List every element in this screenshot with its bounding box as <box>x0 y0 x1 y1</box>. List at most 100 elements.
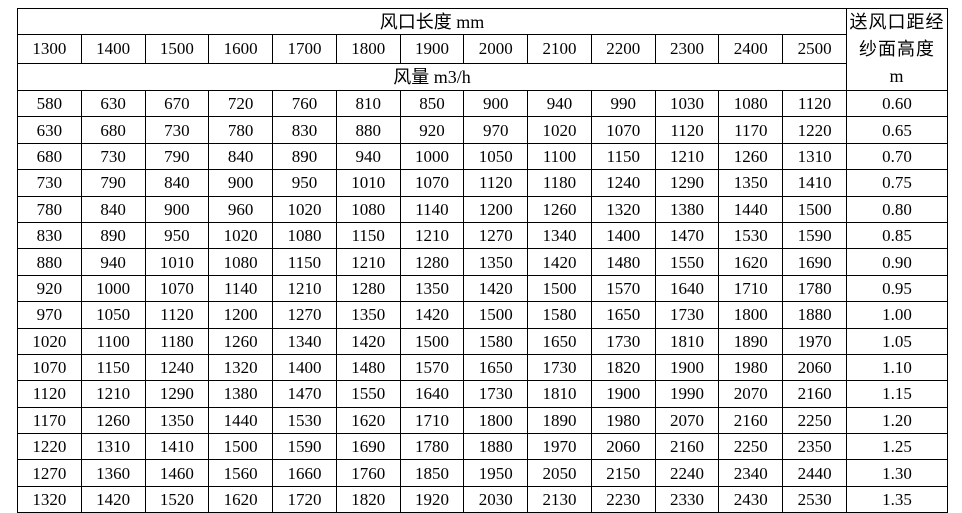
length-cell: 2500 <box>782 34 847 64</box>
volume-cell: 940 <box>527 89 592 118</box>
volume-cell: 1220 <box>17 433 82 461</box>
volume-cell: 1620 <box>718 248 784 276</box>
volume-cell: 960 <box>208 195 274 223</box>
height-cell: 0.80 <box>846 195 948 223</box>
volume-cell: 1500 <box>782 195 847 223</box>
volume-cell: 1730 <box>463 380 529 408</box>
volume-cell: 730 <box>144 116 210 144</box>
volume-cell: 1720 <box>272 485 337 513</box>
volume-cell: 1350 <box>718 169 784 197</box>
volume-cell: 1970 <box>527 433 592 461</box>
volume-cell: 1420 <box>463 274 529 303</box>
volume-cell: 1780 <box>399 433 465 461</box>
volume-cell: 1760 <box>335 459 401 487</box>
volume-cell: 1650 <box>463 353 529 382</box>
volume-cell: 1070 <box>590 116 656 144</box>
table-row: 970 1050 1120 1200 1270 1350 1420 1500 1580 1650 1… <box>17 301 948 329</box>
volume-cell: 680 <box>80 116 146 144</box>
table-row: 630 680 730 780 830 880 920 970 1020 1070 1120 1170… <box>17 116 948 144</box>
volume-cell: 1620 <box>335 406 401 435</box>
length-cell: 2400 <box>718 34 784 64</box>
table-row: 1120 1210 1290 1380 1470 1550 1640 1730 1810 1900… <box>17 380 948 408</box>
volume-cell: 1210 <box>335 248 401 276</box>
volume-cell: 900 <box>144 195 210 223</box>
volume-cell: 1420 <box>399 301 465 329</box>
volume-cell: 1900 <box>654 353 720 382</box>
volume-cell: 1210 <box>80 380 146 408</box>
volume-cell: 850 <box>399 89 465 118</box>
volume-cell: 830 <box>272 116 337 144</box>
volume-cell: 880 <box>335 116 401 144</box>
volume-cell: 1280 <box>335 274 401 303</box>
volume-cell: 1120 <box>144 301 210 329</box>
volume-cell: 1580 <box>527 301 592 329</box>
volume-cell: 1100 <box>527 142 592 171</box>
volume-cell: 1100 <box>80 327 146 355</box>
volume-cell: 1000 <box>399 142 465 171</box>
volume-cell: 720 <box>208 89 274 118</box>
volume-cell: 1020 <box>272 195 337 223</box>
height-cell: 1.05 <box>846 327 948 355</box>
volume-cell: 1550 <box>654 248 720 276</box>
volume-cell: 1920 <box>399 485 465 513</box>
volume-cell: 1730 <box>527 353 592 382</box>
length-cell: 2200 <box>590 34 656 64</box>
volume-cell: 1010 <box>144 248 210 276</box>
volume-cell: 1260 <box>208 327 274 355</box>
height-cell: 0.70 <box>846 142 948 171</box>
volume-cell: 1260 <box>527 195 592 223</box>
volume-cell: 1310 <box>782 142 847 171</box>
volume-cell: 1120 <box>782 89 847 118</box>
volume-cell: 1580 <box>463 327 529 355</box>
volume-cell: 1500 <box>463 301 529 329</box>
volume-cell: 1010 <box>335 169 401 197</box>
header-row-lengths: 1300 1400 1500 1600 1700 1800 1900 2000 2100 2200… <box>17 34 948 64</box>
volume-cell: 1070 <box>17 353 82 382</box>
volume-cell: 950 <box>144 221 210 250</box>
table-row: 1170 1260 1350 1440 1530 1620 1710 1800 1890 1980… <box>17 406 948 435</box>
volume-cell: 1020 <box>527 116 592 144</box>
volume-cell: 1480 <box>335 353 401 382</box>
volume-cell: 1590 <box>782 221 847 250</box>
volume-cell: 790 <box>144 142 210 171</box>
volume-cell: 1310 <box>80 433 146 461</box>
table-row: 880 940 1010 1080 1150 1210 1280 1350 1420 1480 15… <box>17 248 948 276</box>
volume-cell: 2060 <box>782 353 847 382</box>
volume-cell: 630 <box>17 116 82 144</box>
volume-cell: 1020 <box>17 327 82 355</box>
volume-cell: 1550 <box>335 380 401 408</box>
volume-cell: 1080 <box>335 195 401 223</box>
volume-cell: 1210 <box>399 221 465 250</box>
volume-cell: 1180 <box>527 169 592 197</box>
volume-cell: 1080 <box>208 248 274 276</box>
table-row: 920 1000 1070 1140 1210 1280 1350 1420 1500 1570 1… <box>17 274 948 303</box>
volume-cell: 2430 <box>718 485 784 513</box>
volume-cell: 1350 <box>463 248 529 276</box>
table-row: 830 890 950 1020 1080 1150 1210 1270 1340 1400 147… <box>17 221 948 250</box>
volume-cell: 1800 <box>718 301 784 329</box>
volume-cell: 670 <box>144 89 210 118</box>
volume-cell: 1030 <box>654 89 720 118</box>
volume-cell: 1710 <box>718 274 784 303</box>
volume-cell: 1120 <box>17 380 82 408</box>
height-cell: 1.25 <box>846 433 948 461</box>
height-cell: 0.75 <box>846 169 948 197</box>
volume-cell: 1810 <box>654 327 720 355</box>
volume-cell: 1890 <box>527 406 592 435</box>
table-row: 730 790 840 900 950 1010 1070 1120 1180 1240 1290 1… <box>17 169 948 197</box>
airflow-table: 风口长度 mm 送风口距经纱面高度 m 1300 1400 1500 1600 1700… <box>17 7 948 513</box>
volume-cell: 1170 <box>718 116 784 144</box>
volume-cell: 1500 <box>399 327 465 355</box>
volume-cell: 1990 <box>654 380 720 408</box>
volume-header: 风量 m3/h <box>17 62 847 92</box>
volume-cell: 1980 <box>718 353 784 382</box>
volume-cell: 1080 <box>718 89 784 118</box>
volume-cell: 990 <box>590 89 656 118</box>
height-cell: 1.35 <box>846 485 948 513</box>
height-cell: 0.60 <box>846 89 948 118</box>
volume-cell: 890 <box>272 142 337 171</box>
volume-cell: 950 <box>272 169 337 197</box>
volume-cell: 2130 <box>527 485 592 513</box>
volume-cell: 1400 <box>590 221 656 250</box>
volume-cell: 1650 <box>527 327 592 355</box>
